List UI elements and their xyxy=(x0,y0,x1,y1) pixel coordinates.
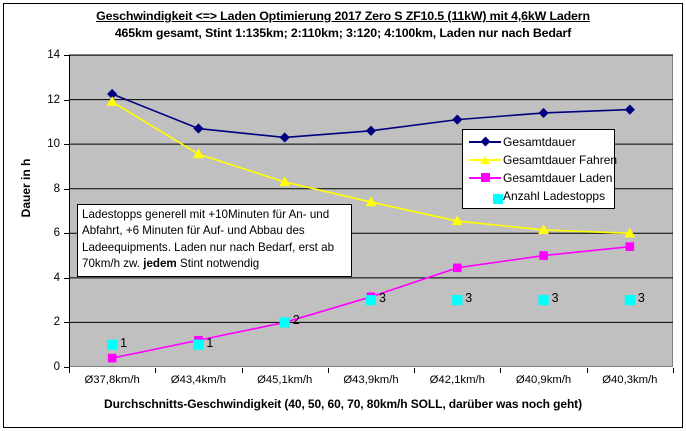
data-point-marker xyxy=(107,353,117,363)
y-axis-tick xyxy=(64,188,69,190)
chart-subtitle: 465km gesamt, Stint 1:135km; 2:110km; 3:… xyxy=(114,26,572,40)
data-point-marker xyxy=(193,339,204,350)
annotation-line-3: Ladeequipments. Laden nur nach Bedarf, e… xyxy=(82,240,318,254)
legend-label-gesamtdauer-fahren: Gesamtdauer Fahren xyxy=(503,153,618,167)
annotation-line-4-pre: ab 70km/h zw. xyxy=(82,240,335,271)
annotation-line-1: Ladestopps generell mit +10Minuten für A… xyxy=(82,208,307,221)
x-axis-tick-label: Ø40,3km/h xyxy=(602,374,658,386)
x-axis-tick xyxy=(414,368,416,373)
data-point-label: 3 xyxy=(379,291,386,306)
data-point-marker xyxy=(538,224,550,235)
data-point-marker xyxy=(624,104,635,115)
data-point-marker xyxy=(539,251,548,260)
data-point-marker xyxy=(624,227,636,238)
y-axis-tick-label: 12 xyxy=(47,93,60,106)
x-axis-tick-label: Ø43,9km/h xyxy=(343,374,399,386)
x-axis-tick xyxy=(500,368,502,373)
data-point-marker xyxy=(279,317,290,328)
data-point-marker xyxy=(451,215,463,226)
y-axis-tick-label: 6 xyxy=(53,227,60,240)
x-axis-tick-label: Ø42,1km/h xyxy=(429,374,485,386)
y-axis-tick-label: 2 xyxy=(53,316,60,329)
y-axis-tick-label: 10 xyxy=(47,138,60,151)
data-point-marker xyxy=(538,107,549,119)
annotation-line-2: und Abfahrt, +6 Minuten für Auf- und Abb… xyxy=(82,208,330,238)
data-point-label: 1 xyxy=(206,335,214,350)
legend: Gesamtdauer Gesamtdauer Fahren Gesamtdau… xyxy=(462,129,617,209)
data-point-marker xyxy=(279,132,290,143)
x-axis-tick-label: Ø37,8km/h xyxy=(84,374,140,386)
data-point-label: 3 xyxy=(551,291,559,306)
legend-item-gesamtdauer-laden[interactable]: Gesamtdauer Laden xyxy=(467,169,613,187)
data-point-marker xyxy=(193,123,204,134)
legend-label-gesamtdauer: Gesamtdauer xyxy=(503,135,576,149)
legend-marker-diamond-icon xyxy=(467,134,503,150)
y-axis-tick xyxy=(64,233,69,235)
y-axis-tick-label: 14 xyxy=(47,49,60,61)
x-axis-title: Durchschnitts-Geschwindigkeit (40, 50, 6… xyxy=(104,397,582,411)
data-point-marker xyxy=(365,196,377,207)
data-point-marker xyxy=(107,339,118,350)
y-axis-tick xyxy=(64,277,69,279)
x-axis-tick xyxy=(155,368,157,373)
annotation-text: Ladestopps generell mit +10Minuten für A… xyxy=(82,207,347,273)
y-axis-tick xyxy=(64,144,69,146)
data-point-label: 3 xyxy=(465,291,473,306)
x-axis-tick xyxy=(673,368,674,373)
data-point-marker xyxy=(624,295,635,306)
y-axis-tick-label: 0 xyxy=(53,361,60,373)
y-axis-tick xyxy=(64,99,69,101)
title-block: Geschwindigkeit <=> Laden Optimierung 20… xyxy=(0,9,686,41)
x-axis-tick xyxy=(241,368,243,373)
legend-marker-square-cyan-icon xyxy=(467,188,503,204)
data-point-marker xyxy=(365,295,377,306)
annotation-box: Ladestopps generell mit +10Minuten für A… xyxy=(77,204,352,277)
data-point-marker xyxy=(365,125,377,136)
data-point-marker xyxy=(625,242,635,251)
data-point-label: 3 xyxy=(637,291,645,306)
annotation-line-4-bold: jedem xyxy=(143,257,177,271)
legend-label-gesamtdauer-laden: Gesamtdauer Laden xyxy=(503,171,613,185)
chart-title: Geschwindigkeit <=> Laden Optimierung 20… xyxy=(96,9,590,23)
y-axis-tick xyxy=(64,367,69,368)
data-point-label: 2 xyxy=(292,313,300,328)
legend-marker-triangle-icon xyxy=(467,152,503,168)
legend-item-gesamtdauer[interactable]: Gesamtdauer xyxy=(467,133,610,151)
data-point-marker xyxy=(452,114,463,125)
x-axis-tick xyxy=(69,368,70,373)
x-axis-tick-label: Ø45,1km/h xyxy=(257,374,313,386)
y-axis-tick-label: 4 xyxy=(53,271,60,284)
data-point-marker xyxy=(452,295,463,306)
y-axis-tick xyxy=(64,55,69,56)
legend-item-gesamtdauer-fahren[interactable]: Gesamtdauer Fahren xyxy=(467,151,617,169)
x-axis-tick xyxy=(327,368,329,373)
y-axis-tick-label: 8 xyxy=(53,182,60,195)
data-point-label: 1 xyxy=(120,335,128,350)
legend-item-anzahl-ladestopps[interactable]: Anzahl Ladestopps xyxy=(467,187,610,205)
data-point-marker xyxy=(538,295,549,306)
y-axis-tick xyxy=(64,322,69,324)
data-point-marker xyxy=(192,148,204,159)
x-axis-tick xyxy=(586,368,588,373)
legend-marker-square-magenta-icon xyxy=(467,170,503,186)
data-point-marker xyxy=(279,176,291,187)
data-point-marker xyxy=(106,96,118,106)
data-point-marker xyxy=(452,263,462,273)
y-axis-line xyxy=(69,55,70,368)
annotation-line-4-post: Stint notwendig xyxy=(176,257,260,271)
x-axis-tick-label: Ø40,9km/h xyxy=(515,374,572,386)
legend-label-anzahl-ladestopps: Anzahl Ladestopps xyxy=(503,189,606,203)
x-axis-tick-label: Ø43,4km/h xyxy=(170,374,227,386)
